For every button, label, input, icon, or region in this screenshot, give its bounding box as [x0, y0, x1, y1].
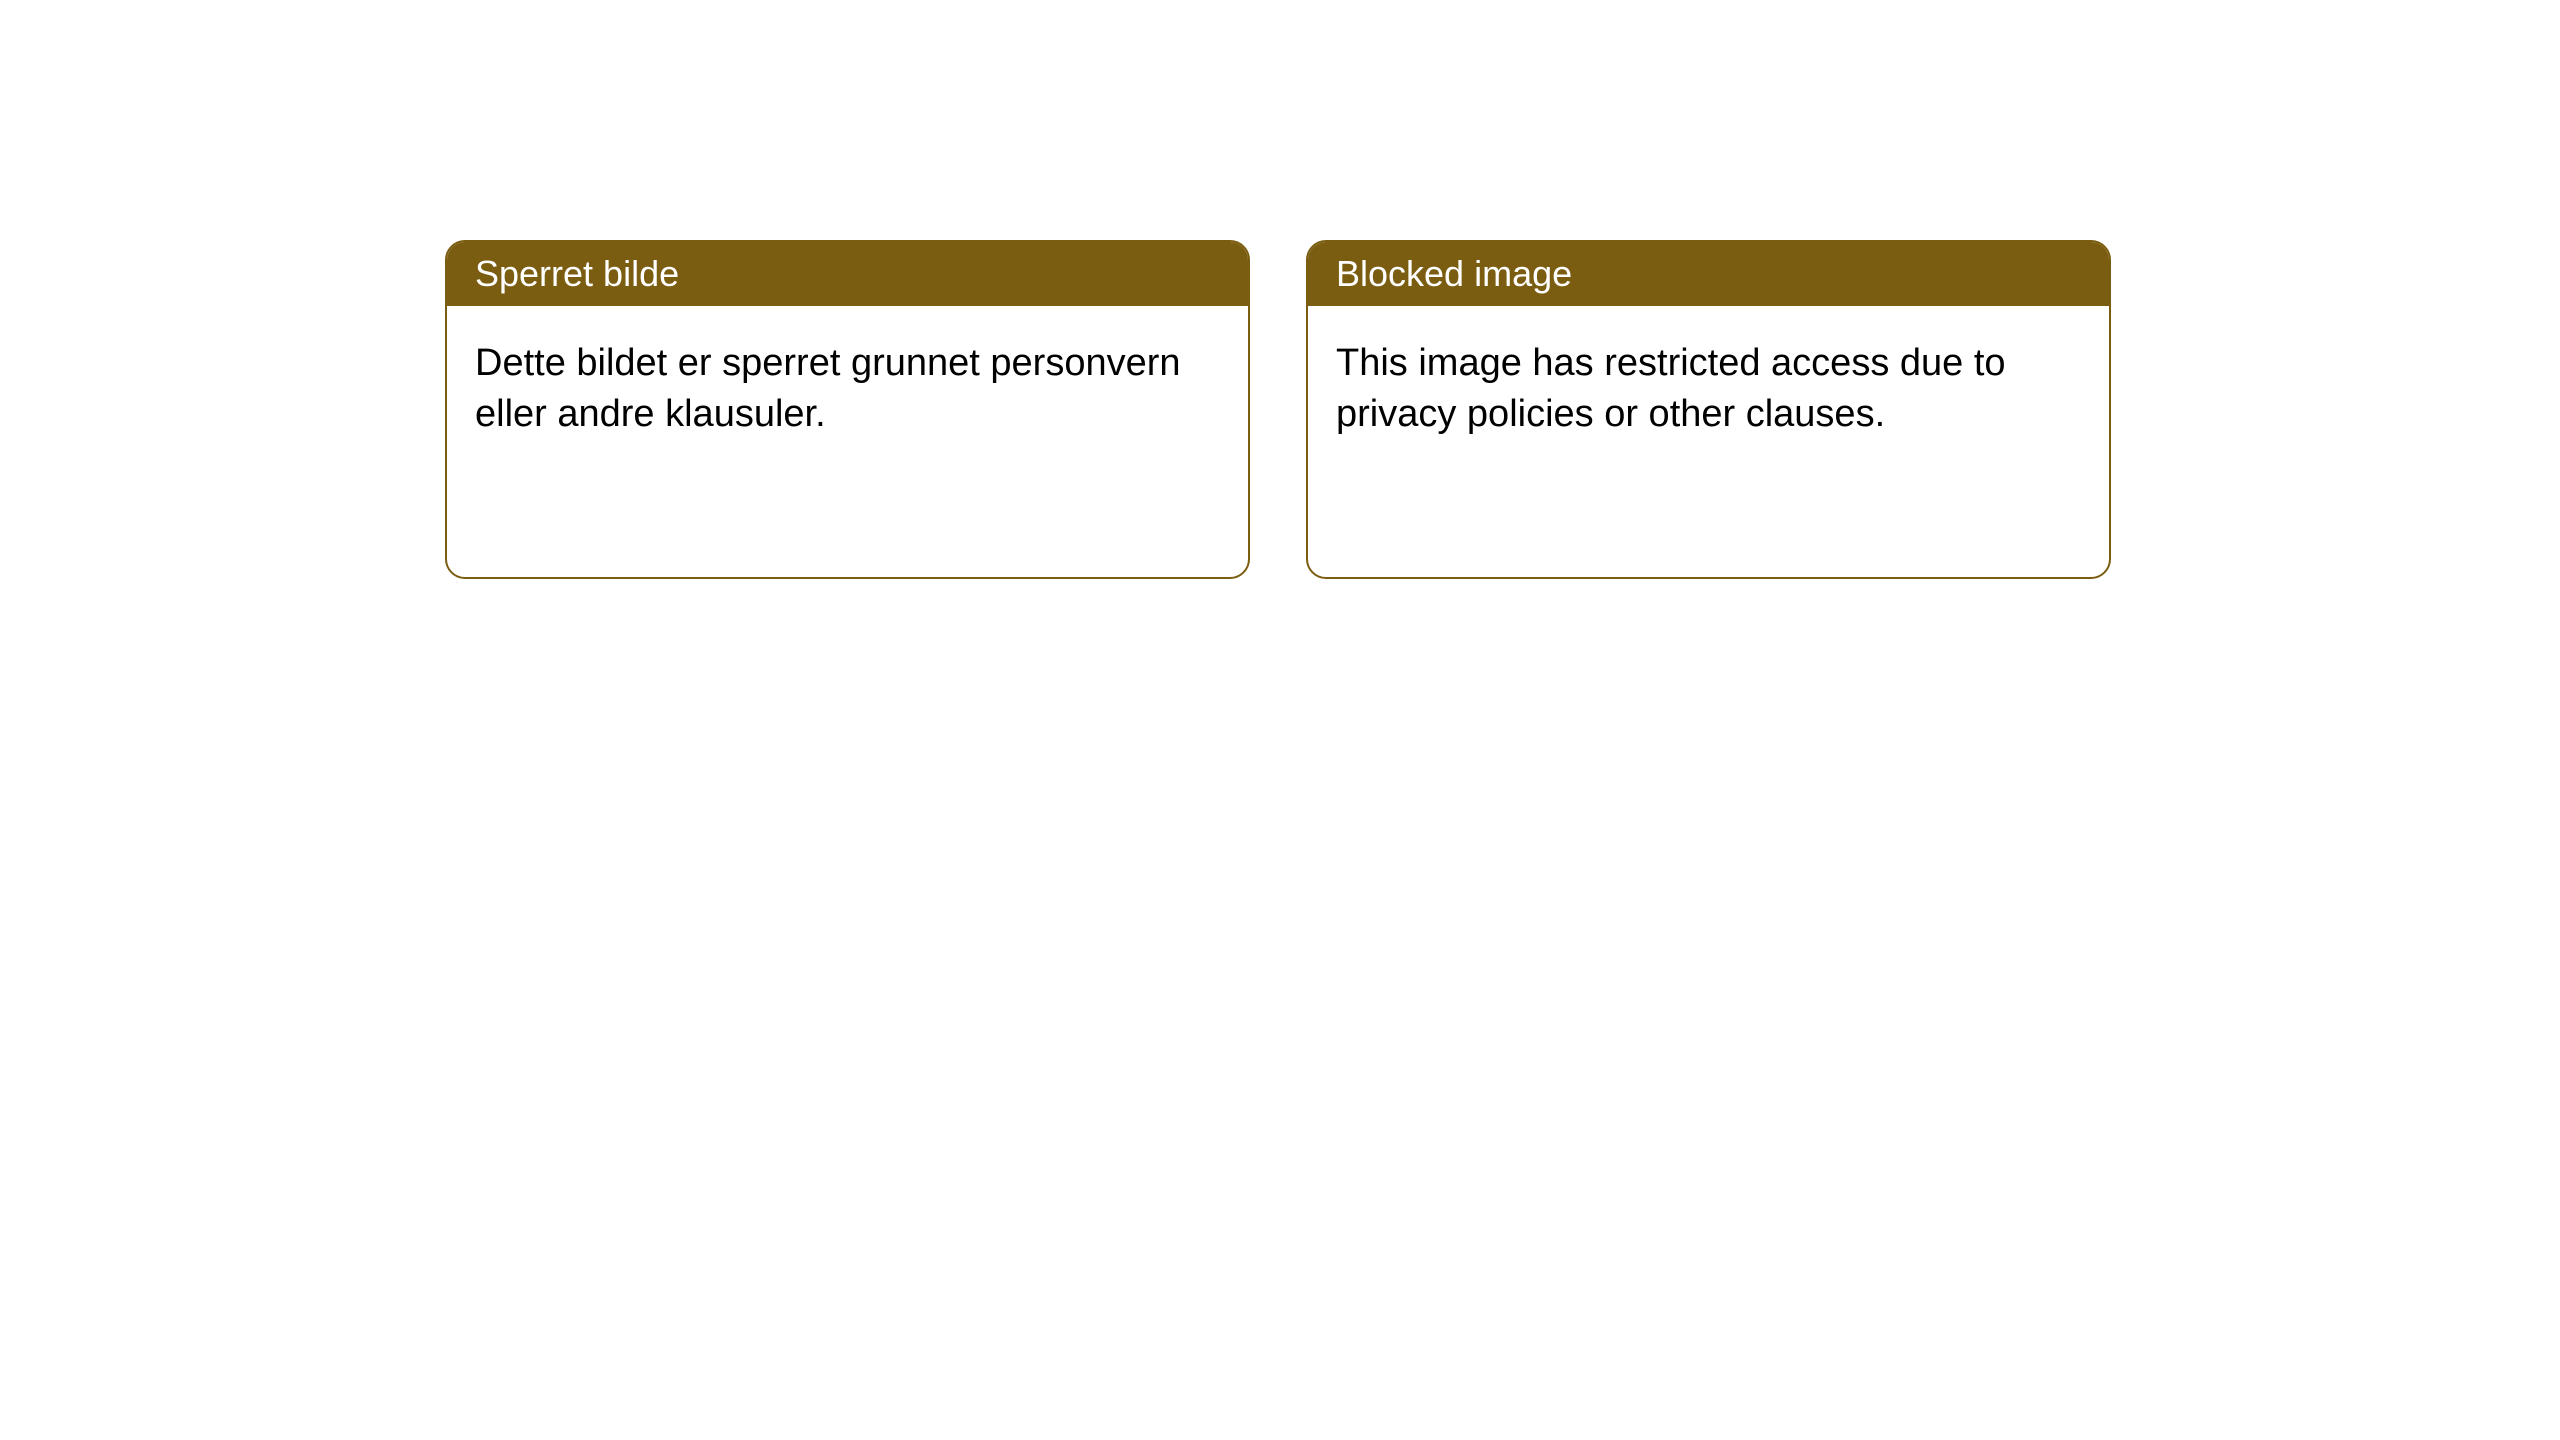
card-header: Sperret bilde: [447, 242, 1248, 306]
card-body-text: Dette bildet er sperret grunnet personve…: [475, 342, 1181, 435]
blocked-image-card-no: Sperret bilde Dette bildet er sperret gr…: [445, 240, 1250, 579]
blocked-image-card-en: Blocked image This image has restricted …: [1306, 240, 2111, 579]
card-title: Sperret bilde: [475, 253, 679, 294]
card-body: Dette bildet er sperret grunnet personve…: [447, 306, 1248, 577]
cards-container: Sperret bilde Dette bildet er sperret gr…: [445, 240, 2111, 579]
card-body: This image has restricted access due to …: [1308, 306, 2109, 577]
card-body-text: This image has restricted access due to …: [1336, 342, 2006, 435]
card-header: Blocked image: [1308, 242, 2109, 306]
card-title: Blocked image: [1336, 253, 1572, 294]
